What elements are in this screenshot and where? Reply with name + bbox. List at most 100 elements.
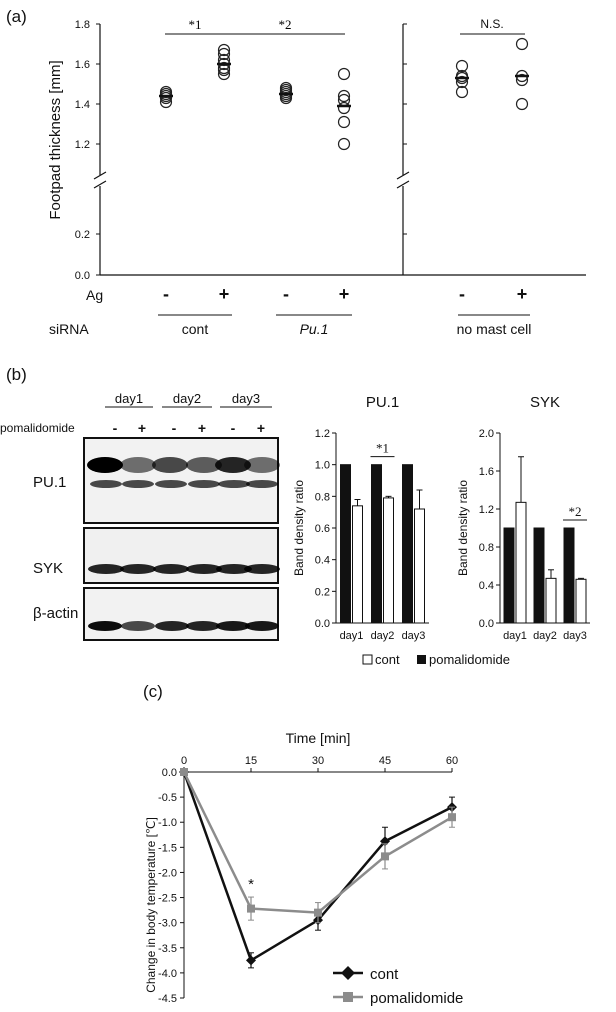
x-tick-label: 15 xyxy=(245,755,257,767)
chart-ylabel: Band density ratio xyxy=(456,480,470,576)
band-bactin xyxy=(121,621,155,631)
legend-marker-pomalidomide xyxy=(343,992,353,1002)
blot-syk xyxy=(83,527,279,584)
band-pu1 xyxy=(215,457,251,473)
point-pomalidomide xyxy=(247,904,255,913)
panel-label-a: (a) xyxy=(6,7,27,26)
chart-syk: SYK Band density ratio 0.0 0.4 0.8 1.2 1.6 2.0 d… xyxy=(456,394,590,642)
y-tick-label: 1.0 xyxy=(315,460,330,472)
band-pu1 xyxy=(186,457,222,473)
y-tick-label: -0.5 xyxy=(158,792,177,804)
band-pu1-lower xyxy=(122,480,154,488)
x-tick-label: day1 xyxy=(340,630,364,642)
y-tick-label: 1.2 xyxy=(479,504,494,516)
band-syk xyxy=(216,564,252,574)
x-tick-label: 45 xyxy=(379,755,391,767)
y-tick-label: 1.8 xyxy=(75,19,90,31)
sirna-row-label: siRNA xyxy=(49,321,89,337)
y-tick-label: 0.2 xyxy=(75,229,90,241)
data-point xyxy=(455,69,469,83)
bar xyxy=(383,497,394,624)
y-tick-label: -2.5 xyxy=(158,893,177,905)
panel-label-b: (b) xyxy=(6,365,27,384)
data-point xyxy=(217,43,231,57)
ag-row-label: Ag xyxy=(86,287,103,303)
point-pomalidomide xyxy=(180,768,188,776)
data-point xyxy=(217,47,231,61)
data-point xyxy=(455,85,469,99)
data-point xyxy=(515,73,529,87)
band-bactin xyxy=(88,621,122,631)
bar xyxy=(563,527,575,624)
treatment-sign: - xyxy=(231,420,236,436)
chart-title: SYK xyxy=(530,394,560,411)
panel-b: day1 day2 day3 pomalidomide - + - + - + PU.1 … xyxy=(0,391,590,667)
blot-label-syk: SYK xyxy=(33,560,63,577)
y-tick-label: 1.6 xyxy=(479,466,494,478)
legend-label-pomalidomide: pomalidomide xyxy=(370,990,463,1007)
legend-label-cont: cont xyxy=(370,966,399,983)
panel-a: Footpad thickness [mm] 0.0 0.2 1.2 1.4 1.6 1.… xyxy=(47,17,586,337)
band-pu1 xyxy=(152,457,188,473)
y-tick-label: 0.4 xyxy=(315,555,330,567)
point-cont xyxy=(246,955,256,966)
data-point xyxy=(337,89,351,103)
data-point xyxy=(515,97,529,111)
y-tick-label: 1.2 xyxy=(75,139,90,151)
data-point xyxy=(455,59,469,73)
xlabel: Time [min] xyxy=(286,730,351,746)
group-label-nomast: no mast cell xyxy=(457,321,532,337)
ag-sign: + xyxy=(339,284,350,304)
band-syk xyxy=(88,564,124,574)
treatment-sign: + xyxy=(138,420,146,436)
y-tick-label: 0.0 xyxy=(162,767,177,779)
y-tick-label: -1.5 xyxy=(158,842,177,854)
x-tick-label: 0 xyxy=(181,755,187,767)
y-tick-label: 0.0 xyxy=(479,618,494,630)
legend-swatch-pomalidomide xyxy=(417,655,426,664)
band-pu1-lower xyxy=(90,480,122,488)
y-tick-label: 0.2 xyxy=(315,586,330,598)
series-line-cont xyxy=(182,771,453,963)
y-tick-label: 0.4 xyxy=(479,580,494,592)
band-pu1 xyxy=(244,457,280,473)
band-bactin xyxy=(186,621,220,631)
band-bactin xyxy=(155,621,189,631)
sig-label-2: *2 xyxy=(279,17,292,32)
pomalidomide-row-label: pomalidomide xyxy=(0,421,75,435)
band-syk xyxy=(186,564,222,574)
sig-label: *2 xyxy=(569,504,582,519)
data-point xyxy=(337,67,351,81)
panel-c: Time [min] Change in body temperature [℃]… xyxy=(144,730,463,1007)
y-tick-label: 0.8 xyxy=(315,491,330,503)
sig-label: * xyxy=(248,876,254,893)
band-pu1-lower xyxy=(218,480,250,488)
treatment-sign: - xyxy=(113,420,118,436)
ag-sign: - xyxy=(163,284,169,304)
legend-marker-cont xyxy=(341,966,355,980)
y-tick-label: -1.0 xyxy=(158,817,177,829)
data-point xyxy=(515,37,529,51)
y-tick-label: -2.0 xyxy=(158,867,177,879)
y-tick-label: 1.2 xyxy=(315,428,330,440)
band-syk xyxy=(153,564,189,574)
day3-label: day3 xyxy=(232,391,260,406)
x-tick-label: 60 xyxy=(446,755,458,767)
bar xyxy=(371,464,382,624)
group-label-cont: cont xyxy=(182,321,209,337)
legend-label-pomalidomide: pomalidomide xyxy=(429,652,510,667)
chart-pu1: PU.1 Band density ratio 0.0 0.2 0.4 0.6 0.8 1.0… xyxy=(292,394,429,642)
sig-label-ns: N.S. xyxy=(480,17,503,31)
x-tick-label: day1 xyxy=(503,630,527,642)
y-tick-label: -4.5 xyxy=(158,993,177,1005)
x-tick-label: day3 xyxy=(402,630,426,642)
point-pomalidomide xyxy=(314,908,322,917)
sig-label: *1 xyxy=(376,441,389,456)
day1-label: day1 xyxy=(115,391,143,406)
data-point xyxy=(217,61,231,75)
bar xyxy=(533,527,545,624)
blot-pu1 xyxy=(83,437,279,524)
panel-a-ylabel: Footpad thickness [mm] xyxy=(47,60,64,219)
chart-ylabel: Band density ratio xyxy=(292,480,306,576)
